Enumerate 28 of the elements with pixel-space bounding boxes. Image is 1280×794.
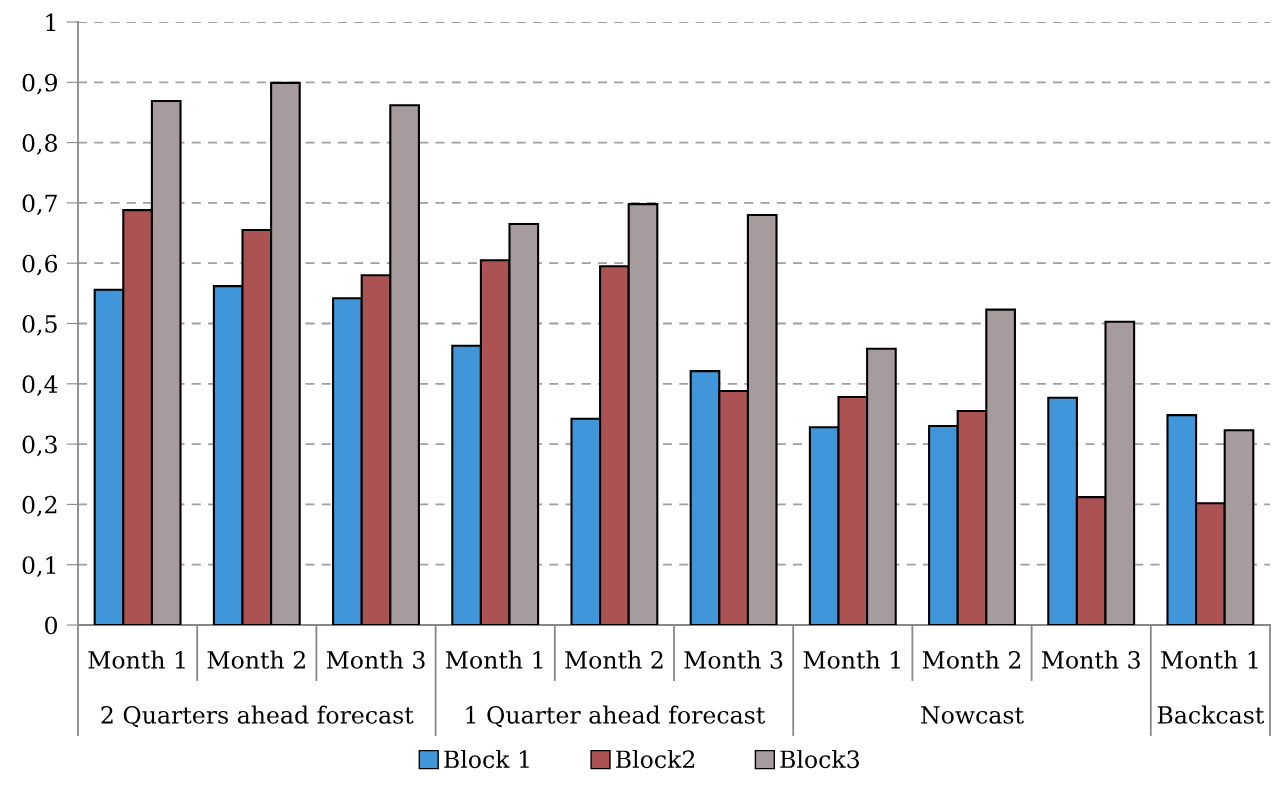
x-tick-label: Month 2: [207, 650, 305, 669]
y-tick-label: 0,8: [22, 134, 57, 155]
y-tick-label: 0: [45, 616, 57, 635]
y-tick-label: 0,3: [22, 435, 57, 457]
x-tick-label: Month 1: [803, 650, 900, 669]
x-tick-label: Month 1: [88, 650, 185, 669]
legend-label: Block3: [780, 749, 859, 769]
y-tick-label: 0,9: [22, 73, 57, 95]
y-tick-label: 0,1: [22, 556, 56, 577]
x-tick-label: Month 3: [326, 650, 425, 669]
y-tick-label: 1: [46, 13, 56, 31]
y-tick-label: 0,5: [22, 314, 57, 336]
y-tick-label: 0,2: [22, 495, 57, 517]
legend-label: Block 1: [444, 749, 529, 769]
x-tick-label: Month 1: [1161, 650, 1258, 669]
x-tick-label: Month 3: [1041, 650, 1140, 669]
text: Backcast: [1157, 705, 1265, 724]
y-tick-label: 0,6: [22, 254, 58, 276]
text: Nowcast: [921, 706, 1024, 724]
y-tick-label: 0,7: [22, 194, 57, 216]
text: 2 Quarters ahead forecast: [101, 705, 414, 728]
y-tick-label: 0,4: [22, 375, 58, 396]
x-tick-label: Month 1: [445, 650, 543, 669]
legend-label: Block2: [616, 749, 695, 769]
x-tick-label: Month 2: [565, 650, 663, 669]
x-tick-label: Month 2: [922, 650, 1021, 669]
x-tick-label: Month 3: [684, 650, 783, 669]
text: 1 Quarter ahead forecast: [466, 705, 766, 728]
